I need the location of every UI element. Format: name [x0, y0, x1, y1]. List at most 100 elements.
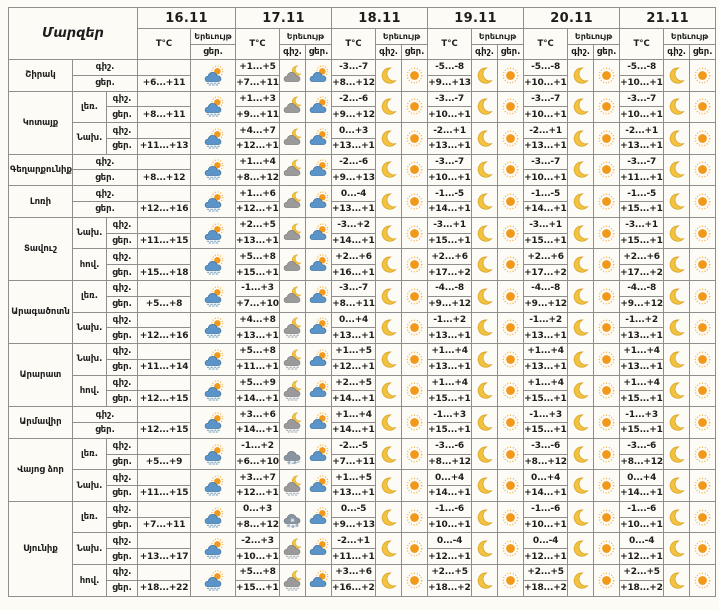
- sun-cloud-icon: [304, 500, 333, 534]
- night-temp-value: 0...-4: [523, 532, 569, 550]
- day-temp-value: +10...+13: [523, 74, 569, 92]
- day-temp-value: +12...+14: [235, 137, 280, 155]
- day-temp-value: +10...+13: [523, 106, 569, 124]
- moon-icon: [663, 122, 691, 155]
- night-temp-value: -3...+1: [427, 216, 473, 234]
- day-temp-value: +11...+15: [331, 548, 377, 565]
- day-temp-value: +8...+11: [331, 295, 377, 313]
- sun-icon: [401, 406, 429, 439]
- moon-icon: [567, 469, 595, 502]
- moon-icon: [375, 122, 403, 155]
- moon-icon: [663, 469, 691, 502]
- table-row: Արմավիր գիշ. +3...+6 +1...+4 -1...+3 -1...+3 -…: [8, 406, 717, 439]
- date-header: 16.11: [137, 7, 236, 29]
- sun-icon: [593, 343, 621, 376]
- header-row-dates: Մարզեր 16.11 17.11 18.11 19.11 20.11 21.11: [8, 7, 717, 60]
- night-temp-value: +2...+6: [427, 248, 473, 266]
- temperature-header: T°C: [137, 28, 191, 60]
- night-temp-value: +2...+5: [331, 374, 377, 392]
- night-row-label: գիշ.: [106, 216, 138, 234]
- night-temp-value: [137, 437, 191, 455]
- night-temp-value: [137, 153, 191, 171]
- day-temp-value: +8...+12: [137, 169, 191, 187]
- night-temp-value: +2...+5: [235, 216, 280, 234]
- day-row-label: ցեր.: [106, 516, 138, 534]
- night-temp-value: +1...+3: [235, 90, 280, 108]
- moon-icon: [375, 437, 403, 471]
- day-temp-value: +10...+13: [523, 169, 569, 187]
- day-row-label: ցեր.: [72, 169, 138, 187]
- night-row-label: գիշ.: [106, 532, 138, 550]
- moon-icon: [471, 216, 499, 250]
- zone-label: հով.: [72, 248, 107, 281]
- night-row-label: գիշ.: [106, 564, 138, 581]
- night-row-label: գիշ.: [106, 343, 138, 360]
- moon-icon: [567, 311, 595, 345]
- sun-cloud-rain-icon: [190, 311, 236, 345]
- day-temp-value: +18...+22: [619, 579, 665, 598]
- sun-icon: [401, 90, 429, 124]
- moon-icon: [567, 59, 595, 92]
- night-temp-value: +1...+4: [523, 343, 569, 360]
- moon-icon: [567, 90, 595, 124]
- table-row: ցեր.+12...+16+12...+16+13...+17+14...+18…: [9, 201, 716, 218]
- moon-icon: [471, 122, 499, 155]
- region-name: Կոտայք: [8, 90, 73, 155]
- day-column-label: ցեր.: [593, 44, 621, 60]
- moon-icon: [663, 532, 691, 565]
- cloud-moon-icon: [279, 185, 306, 218]
- moon-icon: [471, 500, 499, 534]
- night-temp-value: -2...-5: [331, 437, 377, 455]
- night-temp-value: [137, 216, 191, 234]
- table-row: Վայոց ձոր լեռ. գիշ. -1...+2 -2...-5 -3...-6 -3…: [8, 437, 717, 502]
- day-temp-value: +13...+17: [137, 548, 191, 565]
- night-temp-value: [137, 185, 191, 203]
- day-temp-value: +11...+15: [137, 485, 191, 502]
- day-temp-value: +13...+17: [235, 327, 280, 345]
- sun-icon: [401, 279, 429, 313]
- day-temp-value: +8...+12: [523, 453, 569, 471]
- moon-icon: [471, 311, 499, 345]
- night-temp-value: -1...+3: [523, 406, 569, 423]
- day-temp-value: +15...+18: [523, 232, 569, 250]
- day-row-label: ցեր.: [106, 579, 138, 598]
- moon-icon: [663, 90, 691, 124]
- day-temp-value: +10...+14: [235, 548, 280, 565]
- date-header: 20.11: [523, 7, 621, 29]
- moon-icon: [375, 532, 403, 565]
- moon-icon: [567, 153, 595, 187]
- day-column-label: ցեր.: [190, 44, 236, 60]
- moon-icon: [471, 90, 499, 124]
- day-row-label: ցեր.: [106, 106, 138, 124]
- day-column-label: ցեր.: [689, 44, 717, 60]
- day-temp-value: +18...+21: [523, 579, 569, 598]
- night-temp-value: -4...-8: [523, 279, 569, 297]
- day-temp-value: +8...+11: [137, 106, 191, 124]
- sun-cloud-icon: [304, 343, 333, 376]
- sun-cloud-icon: [304, 90, 333, 124]
- night-temp-value: 0...-5: [331, 500, 377, 518]
- sun-icon: [497, 532, 525, 565]
- moon-icon: [471, 185, 499, 218]
- temperature-header: T°C: [235, 28, 280, 60]
- sun-cloud-rain-icon: [190, 59, 236, 92]
- table-row: ցեր. +5...+8 +7...+10 +8...+11 +9...+12 +9...…: [9, 295, 716, 313]
- moon-icon: [663, 153, 691, 187]
- night-temp-value: +3...+6: [235, 406, 280, 423]
- day-temp-value: +10...+14: [523, 516, 569, 534]
- night-temp-value: 0...+4: [523, 469, 569, 487]
- day-temp-value: +15...+18: [137, 264, 191, 281]
- sun-icon: [497, 311, 525, 345]
- day-temp-value: +8...+12: [619, 453, 665, 471]
- phenomenon-header: Երեւույթ: [190, 28, 236, 45]
- night-temp-value: +2...+6: [331, 248, 377, 266]
- sun-cloud-rain-icon: [190, 564, 236, 597]
- sun-cloud-rain-icon: [190, 437, 236, 471]
- day-temp-value: +7...+11: [235, 74, 280, 92]
- night-temp-value: 0...+4: [331, 311, 377, 329]
- day-row-label: ցեր.: [106, 358, 138, 376]
- sun-icon: [689, 279, 717, 313]
- night-temp-value: -3...+1: [523, 216, 569, 234]
- night-temp-value: -2...+3: [235, 532, 280, 550]
- night-temp-value: +5...+8: [235, 248, 280, 266]
